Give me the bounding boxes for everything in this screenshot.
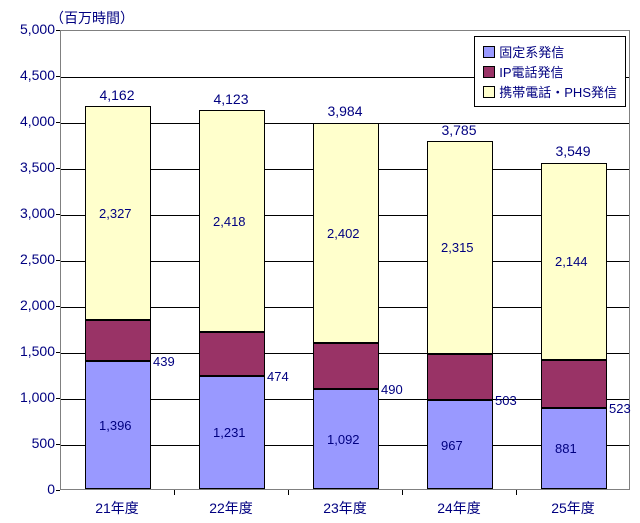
total-label: 3,984 — [302, 103, 388, 119]
y-tick-label: 500 — [5, 435, 55, 451]
value-label-ip: 523 — [609, 401, 631, 416]
x-tick-label: 22年度 — [181, 498, 281, 518]
y-tick-label: 2,500 — [5, 251, 55, 267]
legend-label: 固定系発信 — [499, 42, 564, 61]
bar-segment-ip — [199, 332, 265, 376]
y-tick-label: 4,000 — [5, 113, 55, 129]
value-label-fixed: 1,231 — [213, 425, 246, 440]
x-tick-label: 25年度 — [523, 498, 623, 518]
value-label-mobile: 2,327 — [99, 206, 132, 221]
value-label-mobile: 2,315 — [441, 240, 474, 255]
x-tick-mark — [174, 490, 175, 495]
value-label-mobile: 2,402 — [327, 226, 360, 241]
x-tick-label: 24年度 — [409, 498, 509, 518]
y-tick-mark — [56, 30, 60, 31]
y-tick-label: 2,000 — [5, 297, 55, 313]
y-tick-mark — [56, 352, 60, 353]
legend-item: IP電話発信 — [483, 62, 617, 81]
value-label-ip: 474 — [267, 369, 289, 384]
y-tick-label: 3,500 — [5, 159, 55, 175]
y-tick-label: 5,000 — [5, 21, 55, 37]
y-tick-mark — [56, 168, 60, 169]
y-tick-mark — [56, 260, 60, 261]
value-label-ip: 439 — [153, 354, 175, 369]
y-tick-label: 3,000 — [5, 205, 55, 221]
y-tick-mark — [56, 306, 60, 307]
legend-swatch — [483, 66, 495, 78]
y-tick-mark — [56, 398, 60, 399]
legend: 固定系発信IP電話発信携帯電話・PHS発信 — [474, 36, 626, 107]
legend-swatch — [483, 86, 495, 98]
x-tick-label: 23年度 — [295, 498, 395, 518]
x-tick-mark — [288, 490, 289, 495]
y-tick-mark — [56, 490, 60, 491]
value-label-fixed: 1,396 — [99, 418, 132, 433]
value-label-fixed: 881 — [555, 441, 577, 456]
y-tick-mark — [56, 444, 60, 445]
value-label-fixed: 967 — [441, 438, 463, 453]
y-tick-mark — [56, 122, 60, 123]
y-tick-label: 1,000 — [5, 389, 55, 405]
stacked-bar-chart: （百万時間） 固定系発信IP電話発信携帯電話・PHS発信 0 500 1,000 1,… — [0, 0, 640, 523]
legend-label: IP電話発信 — [499, 62, 563, 81]
legend-item: 固定系発信 — [483, 42, 617, 61]
y-tick-label: 0 — [5, 481, 55, 497]
y-axis-title: （百万時間） — [50, 8, 134, 28]
bar-segment-ip — [541, 360, 607, 408]
x-tick-mark — [402, 490, 403, 495]
y-tick-label: 1,500 — [5, 343, 55, 359]
bar-segment-ip — [313, 343, 379, 388]
value-label-mobile: 2,418 — [213, 214, 246, 229]
total-label: 4,162 — [74, 87, 160, 103]
x-tick-label: 21年度 — [67, 498, 167, 518]
y-tick-mark — [56, 76, 60, 77]
total-label: 4,123 — [188, 91, 274, 107]
value-label-fixed: 1,092 — [327, 432, 360, 447]
value-label-mobile: 2,144 — [555, 254, 588, 269]
x-tick-mark — [516, 490, 517, 495]
y-tick-mark — [56, 214, 60, 215]
total-label: 3,785 — [416, 122, 502, 138]
bar-segment-ip — [427, 354, 493, 400]
total-label: 3,549 — [530, 143, 616, 159]
legend-swatch — [483, 46, 495, 58]
legend-label: 携帯電話・PHS発信 — [499, 82, 617, 101]
bar-group — [313, 29, 379, 489]
value-label-ip: 490 — [381, 382, 403, 397]
legend-item: 携帯電話・PHS発信 — [483, 82, 617, 101]
bar-segment-ip — [85, 320, 151, 360]
y-tick-label: 4,500 — [5, 67, 55, 83]
value-label-ip: 503 — [495, 393, 517, 408]
